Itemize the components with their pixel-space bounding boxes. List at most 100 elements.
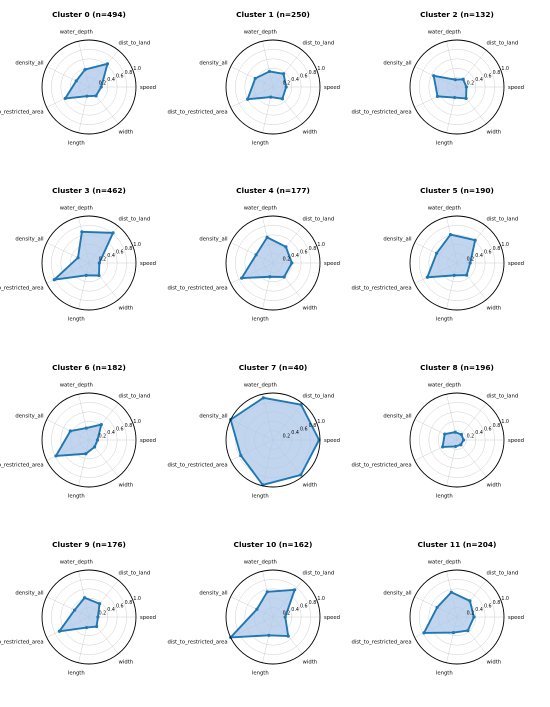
data-point: [459, 443, 463, 447]
axis-label: speed: [324, 615, 340, 621]
outer-circle: [225, 39, 321, 135]
data-point: [461, 77, 465, 81]
data-point: [472, 615, 476, 619]
panel-title: Cluster 3 (n=462): [52, 186, 126, 195]
radar-panel: Cluster 3 (n=462) 0.20.40.60.81.0 speed dis…: [0, 186, 156, 323]
series-area: [230, 397, 320, 485]
data-point: [468, 261, 472, 265]
data-point: [269, 95, 273, 99]
grid-spoke: [456, 439, 487, 477]
data-point: [111, 231, 115, 235]
radial-tick-label: 0.6: [484, 603, 492, 609]
data-point: [293, 588, 297, 592]
axis-label: width: [119, 306, 134, 312]
axis-label: dist_to_land: [303, 570, 335, 576]
data-point: [443, 432, 447, 436]
data-point: [425, 275, 429, 279]
radial-tick-label: 1.0: [317, 596, 325, 602]
data-point: [299, 473, 303, 477]
axis-label: density_all: [15, 236, 43, 242]
axis-label: speed: [140, 438, 156, 444]
data-point: [422, 631, 426, 635]
panel-title: Cluster 10 (n=162): [234, 540, 313, 549]
data-point: [453, 78, 457, 82]
data-point: [435, 94, 440, 98]
axis-label: length: [68, 671, 85, 677]
data-point: [449, 590, 453, 594]
outer-circle: [225, 392, 321, 488]
radial-tick-label: 0.8: [493, 600, 501, 606]
data-point: [84, 625, 89, 630]
radial-tick-label: 1.0: [133, 66, 141, 72]
axis-label: width: [119, 483, 134, 489]
radial-tick-label: 0.4: [475, 77, 483, 83]
data-point: [268, 275, 272, 279]
panel-title: Cluster 7 (n=40): [239, 363, 308, 372]
series-area: [230, 589, 295, 638]
data-point: [435, 251, 439, 255]
radial-tick-label: 0.6: [300, 426, 308, 432]
axis-label: dist_to_land: [487, 570, 519, 576]
radial-tick-label: 0.8: [309, 600, 317, 606]
data-point: [245, 97, 250, 101]
data-point: [265, 235, 269, 239]
radial-tick-label: 0.8: [125, 423, 133, 429]
data-point: [92, 445, 97, 449]
radial-tick-label: 0.8: [309, 423, 317, 429]
axis-label: width: [487, 483, 502, 489]
radial-tick-label: 0.4: [107, 607, 115, 613]
data-point: [281, 72, 286, 76]
axis-label: speed: [140, 615, 156, 621]
series-area: [433, 75, 467, 99]
data-point: [94, 94, 98, 98]
radial-tick-label: 0.4: [475, 607, 483, 613]
axis-label: width: [303, 130, 318, 136]
axis-label: dist_to_land: [487, 216, 519, 222]
axis-label: dist_to_land: [487, 40, 519, 46]
axis-label: width: [303, 306, 318, 312]
data-point: [76, 256, 80, 260]
radial-tick-label: 0.2: [99, 611, 107, 617]
data-point: [240, 276, 244, 280]
data-point: [83, 596, 87, 600]
axis-label: water_depth: [428, 29, 461, 35]
data-point: [453, 430, 457, 434]
axis-label: dist_to_restricted_area: [0, 286, 44, 292]
radial-tick-label: 0.4: [107, 77, 115, 83]
outer-circle: [409, 215, 505, 311]
radial-tick-label: 0.4: [475, 430, 483, 436]
axis-label: width: [119, 660, 134, 666]
data-point: [452, 95, 457, 100]
radial-tick-label: 1.0: [133, 596, 141, 602]
axis-label: water_depth: [60, 382, 93, 388]
radial-tick-label: 0.2: [99, 434, 107, 440]
axis-label: dist_to_land: [303, 216, 335, 222]
axis-label: density_all: [383, 60, 411, 66]
axis-label: width: [303, 660, 318, 666]
axis-label: length: [252, 141, 269, 147]
data-point: [466, 628, 470, 633]
data-point: [432, 74, 436, 78]
data-point: [254, 253, 258, 257]
data-point: [448, 232, 453, 237]
radial-tick-label: 0.6: [484, 426, 492, 432]
axis-label: dist_to_land: [119, 216, 151, 222]
data-point: [453, 444, 458, 449]
axis-label: density_all: [199, 413, 227, 419]
panel-title: Cluster 8 (n=196): [420, 363, 494, 372]
axis-label: water_depth: [428, 559, 461, 565]
data-point: [267, 69, 272, 74]
axis-label: water_depth: [60, 205, 93, 211]
outer-circle: [41, 569, 137, 665]
radial-tick-label: 0.6: [484, 73, 492, 79]
radial-tick-label: 1.0: [501, 419, 509, 425]
radial-tick-label: 1.0: [317, 66, 325, 72]
axis-label: length: [436, 671, 453, 677]
radial-tick-label: 0.4: [107, 430, 115, 436]
axis-label: width: [487, 660, 502, 666]
radial-tick-label: 0.2: [283, 257, 291, 263]
axis-label: density_all: [199, 60, 227, 66]
radial-tick-label: 0.6: [116, 73, 124, 79]
radial-tick-label: 1.0: [501, 66, 509, 72]
radial-tick-label: 1.0: [317, 419, 325, 425]
